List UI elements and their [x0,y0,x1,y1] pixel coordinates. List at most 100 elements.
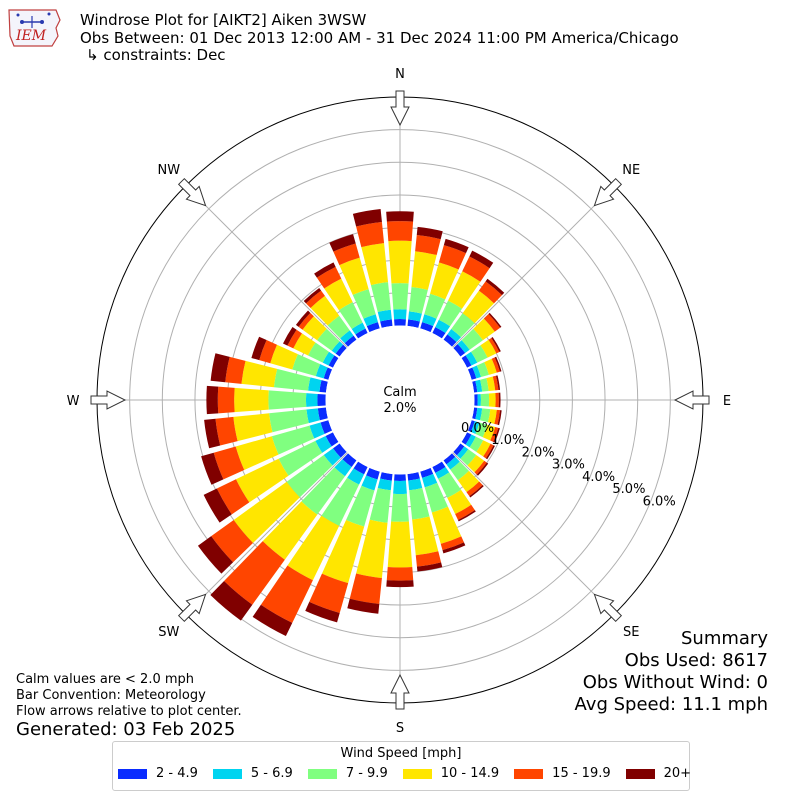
wind-bar-segment [478,281,502,304]
wind-bar-segment [302,316,327,341]
notes: Calm values are < 2.0 mph Bar Convention… [16,672,242,720]
wind-bar-segment [309,573,349,614]
wind-bar-segment [197,536,234,574]
wind-bar-segment [440,536,464,551]
wind-bar-segment [271,425,315,455]
wind-bar-segment [339,257,369,295]
wind-bar-segment [293,333,316,356]
wind-bar-segment [306,408,320,424]
generated-date: Generated: 03 Feb 2025 [16,719,236,740]
wind-bar-segment [476,462,489,476]
wind-bar-segment [409,286,428,314]
wind-bar-segment [435,466,450,479]
legend-label: 7 - 9.9 [345,766,388,781]
wind-bar-segment [388,240,412,284]
wind-bar-segment [252,604,293,637]
wind-bar-segment [391,283,409,310]
wind-bar-segment [352,208,382,227]
wind-bar-segment [461,432,472,445]
wind-bar-segment [377,478,392,491]
wind-bar-segment [319,380,328,393]
wind-bar-segment [494,409,501,425]
wind-bar-segment [443,238,469,254]
legend-swatch [118,768,147,779]
wind-bar-segment [213,446,245,480]
wind-bar-segment [411,251,437,290]
wind-bar-segment [386,221,414,242]
wind-bar-segment [340,330,354,344]
legend-swatch [212,768,242,779]
wind-bar-segment [282,326,297,346]
wind-bar-segment [210,353,230,383]
wind-bar-segment [346,485,375,527]
wind-bar-segment [469,436,484,452]
wind-bar-segment [286,455,333,498]
wind-bar-segment [380,472,393,481]
wind-bar-segment [480,393,490,407]
wind-bar-segment [333,243,360,266]
wind-bar-segment [447,329,462,342]
obs-between: Obs Between: 01 Dec 2013 12:00 AM - 31 D… [80,29,679,47]
wind-bar-segment [204,418,221,449]
wind-bar-segment [430,262,459,300]
wind-bar-segment [268,390,307,410]
wind-bar-segment [461,355,472,368]
wind-bar-segment [460,449,477,466]
wind-bar-segment [483,313,501,332]
wind-bar-segment [472,380,478,393]
wind-bar-segment [408,478,423,491]
wind-bar-segment [298,312,314,330]
wind-bar-segment [308,377,322,392]
wind-bar-segment [262,501,318,560]
wind-bar-segment [415,234,441,256]
wind-bar-segment [320,420,333,434]
wind-bar-segment [466,481,483,497]
wind-bar-segment [270,344,298,370]
wind-bar-segment [420,467,434,478]
wind-bar-segment [344,335,357,347]
arrow-shape [390,673,410,710]
arrow-shape [593,177,623,207]
wind-bar-segment [380,319,393,328]
wind-bar-segment [361,475,378,491]
legend: Wind Speed [mph] 2 - 4.9 5 - 6.9 7 - 9.9 10… [112,741,691,791]
wind-bar-segment [408,311,422,322]
legend-title: Wind Speed [mph] [340,746,462,761]
calm-circle [325,325,475,475]
wind-bar-segment [480,408,491,423]
radial-tick-label: 6.0% [643,494,676,509]
direction-label: E [723,394,731,409]
wind-bar-segment [391,493,409,522]
wind-bar-segment [457,510,476,522]
wind-bar-segment [334,459,352,477]
logo-text: IEM [16,28,47,44]
wind-bar-segment [363,314,378,327]
wind-bar-segment [431,506,462,544]
legend-swatch [625,768,655,779]
wind-bar-segment [386,211,414,222]
wind-bar-segment [490,426,499,442]
radial-gridline [185,452,348,615]
obs-without-wind: Obs Without Wind: 0 [582,672,768,693]
direction-label: SW [158,625,179,640]
wind-bar-segment [324,278,353,311]
arrow-shape [673,390,710,410]
iowa-map-icon [8,9,61,47]
wind-bar-segment [206,385,219,415]
chart-title: Windrose Plot for [AIKT2] Aiken 3WSW [80,11,367,29]
wind-bar-segment [327,315,350,339]
wind-bar-segment [316,266,342,289]
wind-bar-segment [453,343,466,357]
radial-gridline [452,452,615,615]
radial-tick-label: 4.0% [582,470,615,485]
wind-bar-segment [442,542,466,554]
wind-bar-segment [347,468,365,485]
wind-bar-segment [470,421,480,434]
wind-bar-segment [292,354,321,377]
wind-bar-segment [216,479,250,515]
legend-item: 20+ [625,766,691,781]
wind-bar-segment [315,435,332,453]
constraints: ↳ constraints: Dec [86,46,226,64]
wind-bar-segment [438,472,462,498]
wind-bar-segment [386,580,414,588]
